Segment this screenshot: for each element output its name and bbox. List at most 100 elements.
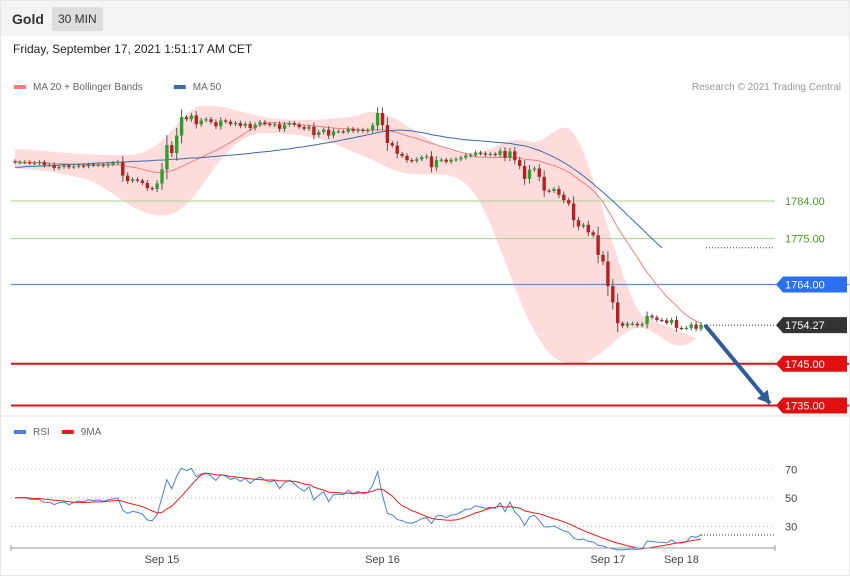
x-tick-label: Sep 16 (365, 554, 400, 566)
candle-body (219, 120, 223, 127)
candle-body (513, 151, 517, 161)
price-legend-label: MA 20 + Bollinger Bands (33, 82, 143, 93)
candle-body (650, 315, 654, 318)
candle-body (233, 122, 238, 125)
candle-body (547, 190, 551, 192)
candle-body (655, 317, 659, 320)
candle-body (429, 156, 434, 168)
candle-body (292, 122, 296, 125)
candle-body (322, 129, 326, 133)
candle-body (106, 164, 110, 166)
candle-body (28, 162, 32, 164)
rsi-tick-label-70: 70 (785, 464, 797, 476)
candle-body (699, 324, 703, 329)
candle-body (640, 324, 644, 326)
level-label-1735.00: 1735.00 (785, 400, 825, 412)
candle-body (268, 123, 272, 126)
rsi-legend-label: 9MA (81, 427, 102, 438)
candle-body (488, 153, 492, 156)
candle-body (214, 122, 218, 127)
candle-body (390, 143, 394, 146)
candle-body (199, 120, 203, 125)
timeframe-badge[interactable]: 30 MIN (52, 7, 103, 31)
symbol-title: Gold (12, 11, 44, 27)
candle-body (312, 126, 316, 136)
candle-body (694, 324, 698, 329)
candle-body (542, 176, 546, 191)
candle-body (160, 169, 164, 184)
candle-body (126, 175, 130, 181)
candle-body (23, 162, 27, 164)
chart-header: Gold 30 MIN (1, 1, 849, 36)
candle-body (498, 150, 502, 155)
candle-body (405, 155, 409, 161)
candle-body (459, 157, 463, 160)
candle-body (204, 119, 208, 121)
candle-body (170, 145, 174, 154)
candle-body (248, 123, 252, 128)
date-label: Friday, September 17, 2021 1:51:17 AM CE… (13, 42, 253, 56)
candle-body (444, 159, 448, 162)
level-label-1754.27: 1754.27 (785, 320, 825, 332)
candle-body (130, 179, 135, 181)
candle-body (194, 115, 198, 125)
candle-body (307, 126, 311, 129)
candle-body (47, 164, 51, 166)
candle-body (684, 327, 688, 330)
rsi-line (14, 467, 702, 551)
x-tick-label: Sep 17 (590, 554, 625, 566)
candle-body (571, 203, 576, 221)
candle-body (175, 135, 179, 154)
candle-body (537, 168, 541, 177)
candle-body (522, 165, 527, 179)
candle-body (356, 129, 360, 131)
candle-body (81, 165, 86, 167)
candle-body (179, 117, 184, 136)
candle-body (395, 145, 399, 154)
candle-body (424, 156, 429, 158)
candle-body (189, 115, 194, 120)
candle-body (361, 129, 365, 131)
level-label-1784.00: 1784.00 (785, 196, 825, 208)
level-tag-1735.00 (776, 397, 847, 414)
candle-body (52, 164, 56, 169)
candle-body (611, 286, 615, 303)
candle-body (371, 125, 375, 131)
candle-body (630, 323, 635, 325)
candle-body (62, 165, 66, 167)
candle-body (483, 153, 488, 155)
candle-body (552, 188, 556, 191)
candle-body (13, 161, 17, 163)
candle-body (116, 161, 120, 164)
candle-body (562, 194, 566, 201)
candle-body (224, 120, 228, 122)
candle-body (42, 162, 47, 166)
candle-body (282, 124, 287, 129)
x-tick-label: Sep 18 (664, 554, 699, 566)
candle-body (326, 129, 331, 136)
candle-body (567, 200, 571, 204)
candle-body (317, 132, 321, 136)
rsi-ma-line (14, 472, 702, 550)
candle-body (77, 165, 81, 167)
candle-body (464, 155, 468, 158)
candle-body (155, 183, 159, 189)
candle-body (635, 323, 639, 326)
candle-body (469, 155, 473, 157)
candle-body (420, 157, 424, 160)
candle-body (101, 164, 105, 166)
candle-body (591, 232, 595, 236)
level-label-1745.00: 1745.00 (785, 359, 825, 371)
rsi-legend-label: RSI (33, 427, 50, 438)
candle-body (439, 159, 443, 161)
level-label-1764.00: 1764.00 (785, 279, 825, 291)
rsi-tick-label-30: 30 (785, 521, 797, 533)
candle-body (616, 302, 620, 324)
candle-body (596, 235, 600, 255)
candle-body (111, 163, 115, 165)
candle-body (380, 112, 385, 126)
candle-body (400, 153, 404, 156)
price-legend-swatch (173, 85, 186, 89)
candle-body (18, 162, 22, 164)
candle-body (243, 123, 247, 126)
